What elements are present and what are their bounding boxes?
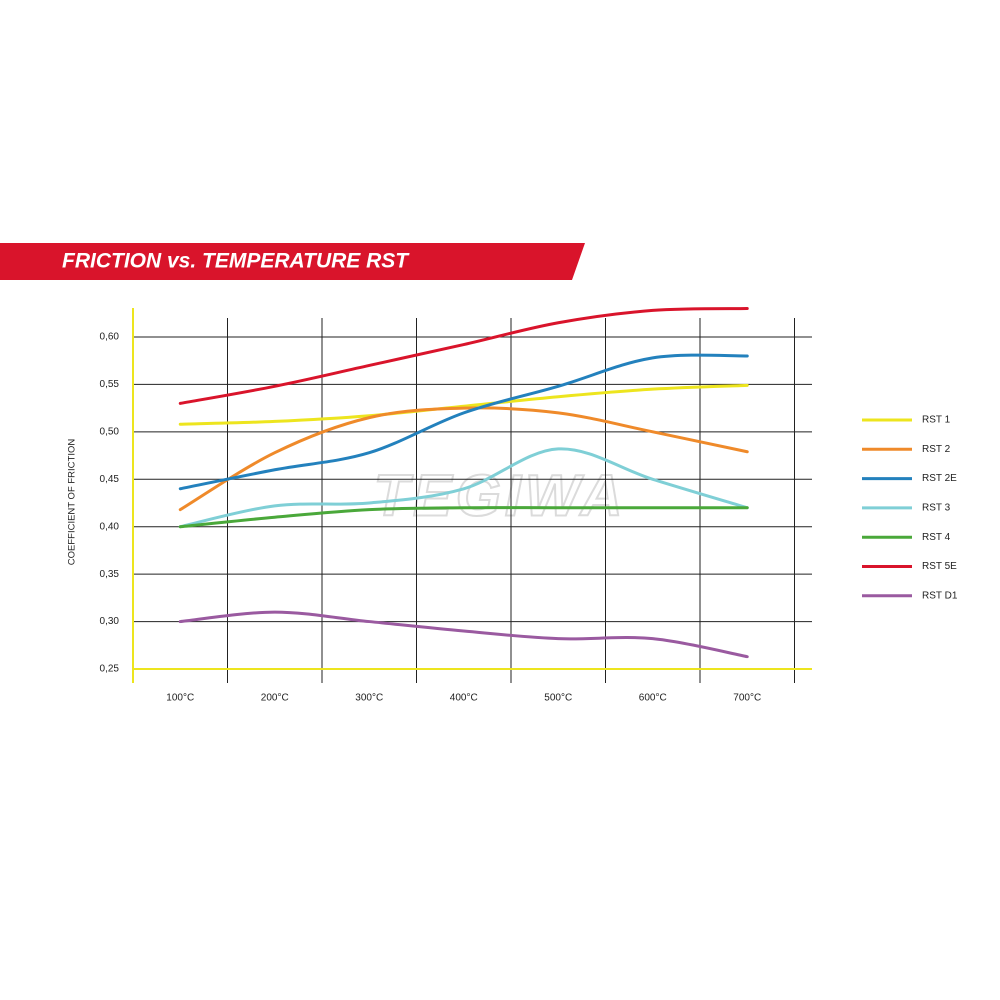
legend-label: RST 3 <box>922 503 951 514</box>
x-tick-label: 700°C <box>733 693 761 704</box>
x-tick-label: 300°C <box>355 693 383 704</box>
legend-label: RST 5E <box>922 561 957 572</box>
y-axis-label: COEFFICIENT OF FRICTION <box>67 439 78 566</box>
chart-title: FRICTION vs. TEMPERATURE RST <box>62 250 410 273</box>
legend-label: RST 2E <box>922 473 957 484</box>
series-line <box>178 610 749 659</box>
x-tick-label: 600°C <box>639 693 667 704</box>
y-tick-label: 0,60 <box>100 332 120 343</box>
series-line <box>178 506 749 529</box>
series-line <box>178 406 749 512</box>
series-line <box>178 353 749 491</box>
y-tick-label: 0,35 <box>100 569 120 580</box>
legend-label: RST D1 <box>922 590 958 601</box>
x-tick-label: 400°C <box>450 693 478 704</box>
series-line <box>178 307 749 405</box>
legend-label: RST 4 <box>922 532 951 543</box>
x-tick-label: 100°C <box>166 693 194 704</box>
title-banner <box>0 243 585 280</box>
y-tick-label: 0,25 <box>100 664 120 675</box>
x-tick-label: 500°C <box>544 693 572 704</box>
legend-label: RST 1 <box>922 415 951 426</box>
x-tick-label: 200°C <box>261 693 289 704</box>
y-tick-label: 0,55 <box>100 379 120 390</box>
y-tick-label: 0,30 <box>100 616 120 627</box>
series-line <box>178 383 749 426</box>
legend-label: RST 2 <box>922 444 951 455</box>
y-tick-label: 0,45 <box>100 474 120 485</box>
y-tick-label: 0,40 <box>100 521 120 532</box>
series-line <box>178 447 749 529</box>
y-tick-label: 0,50 <box>100 426 120 437</box>
